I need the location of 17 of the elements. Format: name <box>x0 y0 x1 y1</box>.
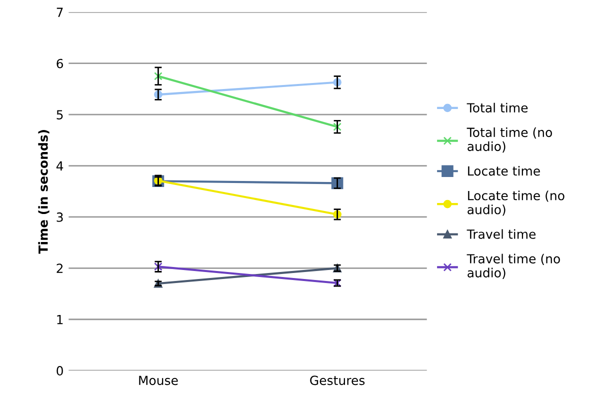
legend-label: Travel time (no audio) <box>466 254 560 279</box>
legend-label: Total time <box>466 102 528 112</box>
legend-label: Locate time (no audio) <box>468 190 564 216</box>
x-tick-label: Gestures <box>310 376 365 386</box>
y-tick-label: 1 <box>57 315 63 324</box>
y-tick-label: 3 <box>56 212 63 222</box>
x-tick-label: Mouse <box>139 376 178 386</box>
y-axis-title: Time (in seconds) <box>38 130 50 254</box>
y-tick-label: 4 <box>56 161 64 171</box>
y-tick-label: 0 <box>56 366 63 376</box>
y-tick-label: 6 <box>56 58 64 68</box>
y-tick-label: 7 <box>56 8 63 17</box>
y-tick-label: 5 <box>56 110 63 120</box>
legend-label: Total time (no audio) <box>466 127 552 153</box>
legend-label: Travel time <box>466 229 536 239</box>
legend-label: Locate time <box>468 166 540 176</box>
y-tick-label: 2 <box>56 264 63 273</box>
